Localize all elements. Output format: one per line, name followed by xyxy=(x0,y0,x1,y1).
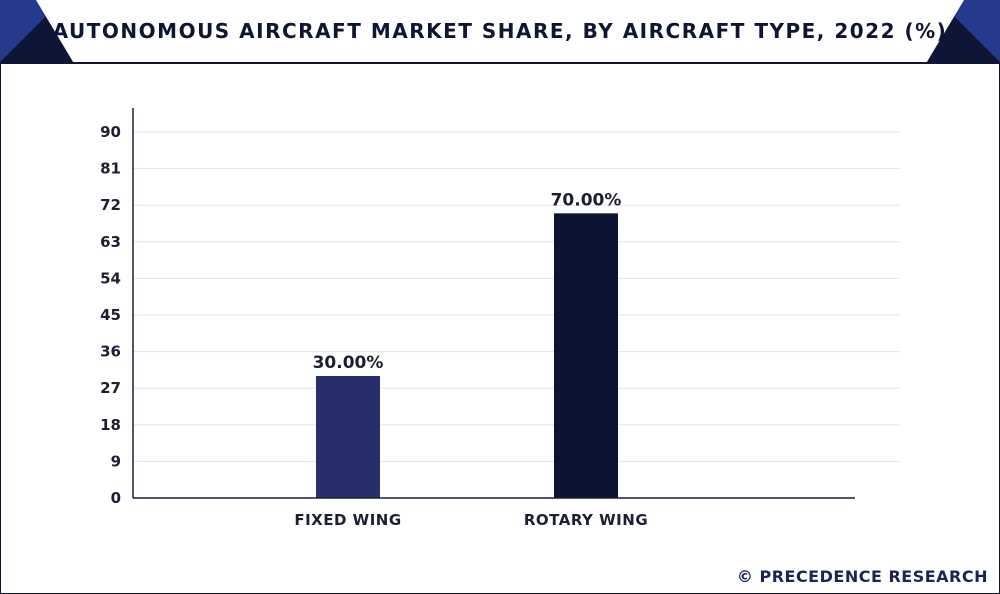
y-tick-label: 54 xyxy=(100,269,121,287)
y-tick-label: 9 xyxy=(111,452,121,470)
y-tick-label: 81 xyxy=(100,160,121,178)
bars xyxy=(316,213,618,499)
y-tick-label: 27 xyxy=(100,379,121,397)
bar xyxy=(554,213,618,499)
gridlines xyxy=(133,131,900,462)
y-tick-label: 45 xyxy=(100,306,121,324)
y-tick-label: 72 xyxy=(100,196,121,214)
data-labels: 30.00% 70.00% xyxy=(313,190,622,373)
x-category-label: ROTARY WING xyxy=(524,511,648,529)
bar-value-label: 30.00% xyxy=(313,353,384,373)
bar-value-label: 70.00% xyxy=(551,190,622,210)
y-tick-label: 36 xyxy=(100,343,121,361)
y-axis-ticks: 0 9 18 27 36 45 54 63 72 81 90 xyxy=(100,123,121,507)
banner-divider xyxy=(0,62,1000,64)
bar xyxy=(316,376,380,498)
y-tick-label: 0 xyxy=(111,489,121,507)
chart-title: AUTONOMOUS AIRCRAFT MARKET SHARE, BY AIR… xyxy=(52,19,948,43)
y-tick-label: 63 xyxy=(100,233,121,251)
title-banner: AUTONOMOUS AIRCRAFT MARKET SHARE, BY AIR… xyxy=(0,0,1000,62)
y-tick-label: 18 xyxy=(100,416,121,434)
y-tick-label: 90 xyxy=(100,123,121,141)
source-credit: © PRECEDENCE RESEARCH xyxy=(736,567,988,586)
x-axis-categories: FIXED WING ROTARY WING xyxy=(294,511,648,529)
title-plate xyxy=(36,0,964,62)
x-category-label: FIXED WING xyxy=(294,511,401,529)
